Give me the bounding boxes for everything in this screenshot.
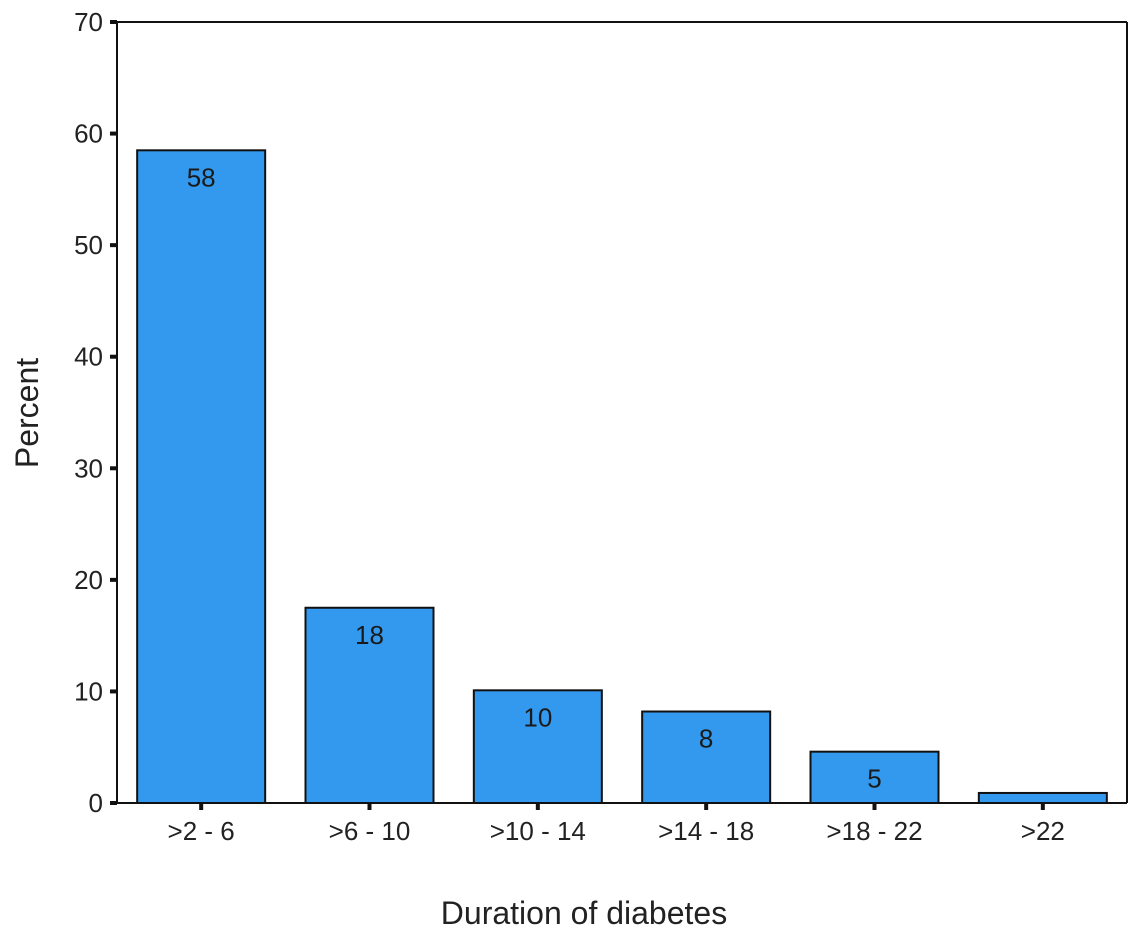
y-axis-title: Percent: [9, 358, 45, 468]
y-tick-label: 0: [89, 788, 103, 818]
y-axis: 0 10 20 30 40 50 60 70: [74, 7, 118, 818]
x-tick-label: >18 - 22: [826, 816, 922, 846]
bar: [304, 606, 435, 804]
data-label: 10: [523, 702, 552, 732]
bar: [977, 791, 1108, 804]
data-labels: 58 18 10 8 5: [187, 162, 882, 793]
x-tick-label: >2 - 6: [168, 816, 235, 846]
data-label: 8: [699, 724, 713, 754]
y-tick-label: 10: [74, 676, 103, 706]
data-label: 18: [355, 620, 384, 650]
bar: [809, 750, 940, 804]
x-tick-label: >6 - 10: [329, 816, 411, 846]
y-tick-label: 50: [74, 230, 103, 260]
bars-layer: [136, 149, 1108, 805]
bar: [472, 689, 603, 805]
y-tick-label: 60: [74, 119, 103, 149]
plot-frame: [117, 21, 1128, 803]
x-tick-label: >10 - 14: [490, 816, 586, 846]
y-tick-label: 40: [74, 342, 103, 372]
y-tick-label: 30: [74, 453, 103, 483]
x-axis: >2 - 6 >6 - 10 >10 - 14 >14 - 18 >18 - 22 >22: [113, 802, 1127, 846]
data-label: 5: [867, 764, 881, 794]
y-tick-label: 20: [74, 565, 103, 595]
x-tick-label: >22: [1021, 816, 1065, 846]
data-label: 58: [187, 162, 216, 192]
y-tick-label: 70: [74, 7, 103, 37]
x-tick-label: >14 - 18: [658, 816, 754, 846]
x-axis-title: Duration of diabetes: [441, 895, 727, 931]
bar: [641, 710, 772, 804]
bar: [136, 149, 267, 805]
